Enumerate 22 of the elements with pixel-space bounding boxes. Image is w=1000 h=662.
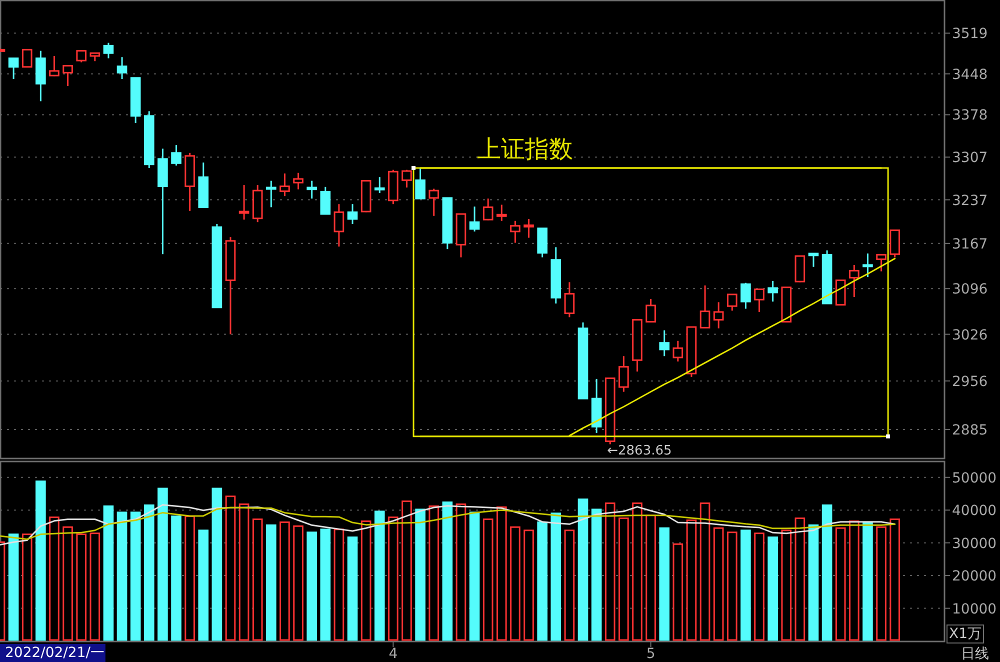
y-tick-label: 3237 [952, 192, 988, 209]
y-tick-label: 40000 [952, 503, 997, 520]
y-tick-label: 30000 [952, 536, 997, 552]
y-tick-label: 3096 [952, 282, 988, 298]
y-tick-label: 3167 [952, 236, 988, 252]
y-tick-label: 20000 [952, 568, 997, 585]
text: X1万 [949, 626, 982, 642]
y-tick-label: 50000 [952, 470, 997, 486]
text: 2022/02/21/一 [5, 645, 104, 661]
y-tick-label: 3378 [952, 108, 988, 124]
text: 上证指数 [477, 135, 573, 163]
x-tick-label: 5 [646, 646, 656, 662]
y-tick-label: 3026 [952, 327, 988, 344]
y-tick-label: 3448 [952, 66, 988, 83]
y-tick-label: 10000 [952, 601, 997, 618]
y-tick-label: 2885 [952, 422, 988, 438]
y-tick-label: 2956 [952, 374, 988, 390]
y-tick-label: 3519 [952, 26, 988, 42]
text: 日线 [961, 646, 989, 662]
annotation: ←2863.65 [607, 443, 672, 458]
x-tick-label: 4 [388, 646, 398, 662]
y-tick-label: 3307 [952, 150, 988, 166]
